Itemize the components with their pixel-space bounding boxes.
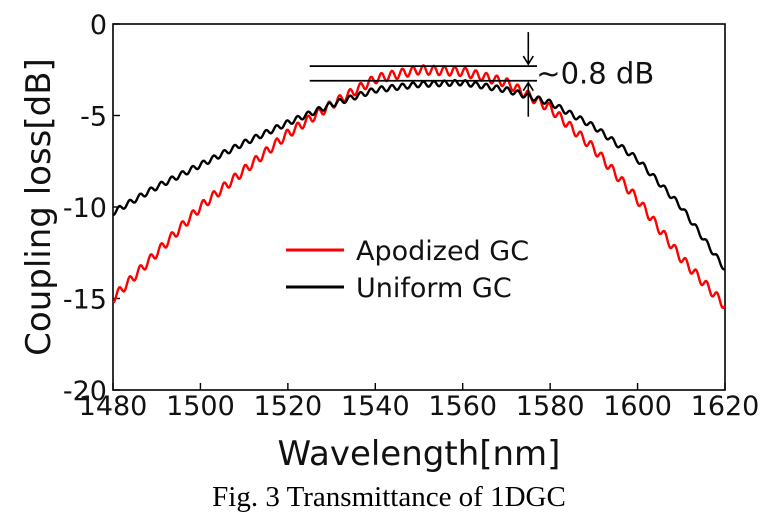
annotation-arrow-lower-head — [522, 81, 534, 92]
x-tick-label-1560: 1560 — [428, 391, 497, 422]
x-tick-label-1500: 1500 — [166, 391, 235, 422]
series-layer — [112, 64, 727, 310]
figure-caption: Fig. 3 Transmittance of 1DGC — [212, 481, 566, 513]
y-axis-ticks: 0 -5 -10 -15 -20 — [63, 10, 120, 407]
uniform-gc-line — [112, 78, 726, 271]
y-axis-label: Coupling loss[dB] — [19, 58, 59, 356]
y-tick-label-0: 0 — [90, 10, 107, 41]
apodized-gc-line — [112, 64, 727, 310]
x-tick-label-1480: 1480 — [79, 391, 148, 422]
x-tick-label-1600: 1600 — [603, 391, 672, 422]
annotation-layer: ~0.8 dB — [309, 32, 654, 117]
x-axis-ticks: 1480 1500 1520 1540 1560 1580 1600 1620 — [79, 383, 760, 422]
x-tick-label-1520: 1520 — [253, 391, 322, 422]
y-tick-label-neg20: -20 — [63, 376, 107, 407]
x-tick-label-1620: 1620 — [691, 391, 760, 422]
y-tick-label-neg15: -15 — [63, 285, 107, 316]
legend-label-uniform: Uniform GC — [356, 273, 512, 304]
y-tick-label-neg10: -10 — [63, 193, 107, 224]
x-tick-label-1580: 1580 — [516, 391, 585, 422]
annotation-arrow-upper-head — [522, 55, 534, 66]
x-axis-label: Wavelength[nm] — [278, 434, 561, 474]
x-tick-label-1540: 1540 — [341, 391, 410, 422]
annotation-label: ~0.8 dB — [536, 56, 654, 90]
legend-label-apodized: Apodized GC — [356, 236, 529, 267]
legend: Apodized GC Uniform GC — [286, 236, 529, 304]
y-tick-label-neg5: -5 — [80, 102, 107, 133]
